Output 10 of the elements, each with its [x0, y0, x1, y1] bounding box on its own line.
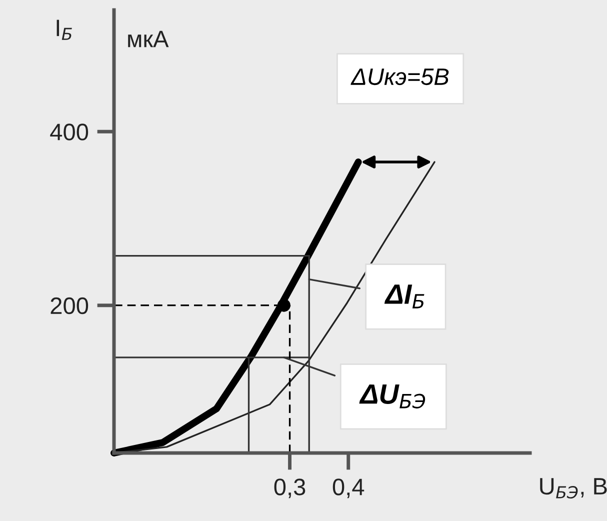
- y-axis-title: I$_{Б}$: [56, 20, 72, 40]
- annotation: ΔUкэ=5В: [350, 68, 449, 86]
- annotation: ΔI$_{Б}$: [384, 284, 424, 308]
- annotation: ΔU$_{БЭ}$: [359, 384, 426, 408]
- y-tick-label: 200: [50, 297, 88, 314]
- annotation: мкА: [128, 30, 169, 48]
- x-tick-label: 0,3: [274, 478, 306, 498]
- y-tick-label: 400: [50, 124, 88, 140]
- x-tick-label: 0,4: [332, 478, 364, 498]
- x-axis-title: U$_{БЭ}$, В: [540, 478, 607, 499]
